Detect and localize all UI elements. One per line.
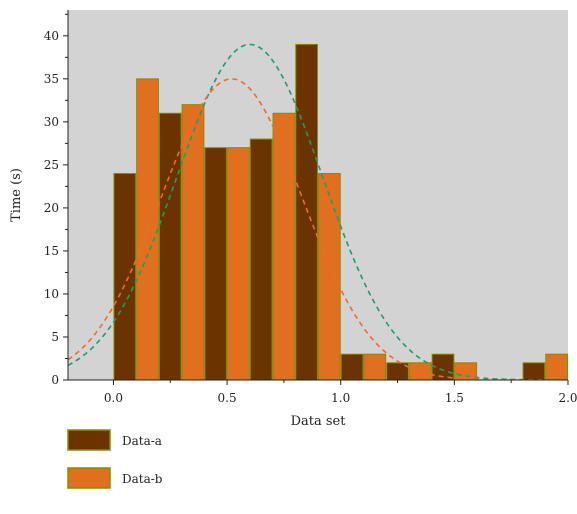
y-tick-label: 10 (44, 287, 59, 301)
y-tick-label: 15 (44, 244, 59, 258)
bar-data-a-3 (249, 138, 273, 381)
x-tick-label: 1.5 (445, 391, 464, 405)
bar-data-b-7 (454, 362, 478, 381)
y-tick-label: 35 (44, 72, 59, 86)
legend-label-data-a: Data-a (122, 434, 162, 448)
x-tick-label: 2.0 (558, 391, 577, 405)
x-axis-label: Data set (291, 414, 347, 429)
legend-swatch-data-a (67, 429, 111, 451)
y-tick-label: 20 (44, 201, 59, 215)
legend-label-data-b: Data-b (122, 472, 163, 486)
bar-data-a-8 (522, 362, 546, 381)
bar-data-b-8 (545, 353, 568, 381)
bar-data-b-4 (318, 172, 341, 381)
bar-data-b-1 (181, 104, 205, 381)
bar-data-b-6 (408, 362, 432, 381)
x-tick-label: 0.5 (218, 391, 237, 405)
bars-layer (113, 43, 568, 381)
y-tick-label: 0 (51, 373, 59, 387)
legend: Data-a Data-b (67, 429, 163, 489)
y-tick-label: 25 (44, 158, 59, 172)
axes: 0 5 10 15 20 25 30 35 40 0.0 0.5 1.0 1.5 2.0 (44, 10, 577, 405)
y-axis-label: Time (s) (9, 168, 24, 222)
bar-data-a-0 (113, 172, 137, 381)
bar-data-b-5 (363, 353, 387, 381)
legend-swatch-data-b (67, 467, 111, 489)
bar-data-a-5 (340, 353, 364, 381)
y-tick-label: 40 (44, 29, 59, 43)
bar-data-b-0 (136, 78, 159, 381)
y-tick-label: 5 (51, 330, 59, 344)
y-tick-label: 30 (44, 115, 59, 129)
bar-data-b-2 (227, 147, 250, 381)
x-tick-label: 0.0 (104, 391, 123, 405)
x-tick-label: 1.0 (331, 391, 350, 405)
bar-data-a-2 (204, 147, 228, 381)
fit-curve-data-a (68, 43, 568, 380)
bar-data-a-4 (295, 43, 319, 381)
